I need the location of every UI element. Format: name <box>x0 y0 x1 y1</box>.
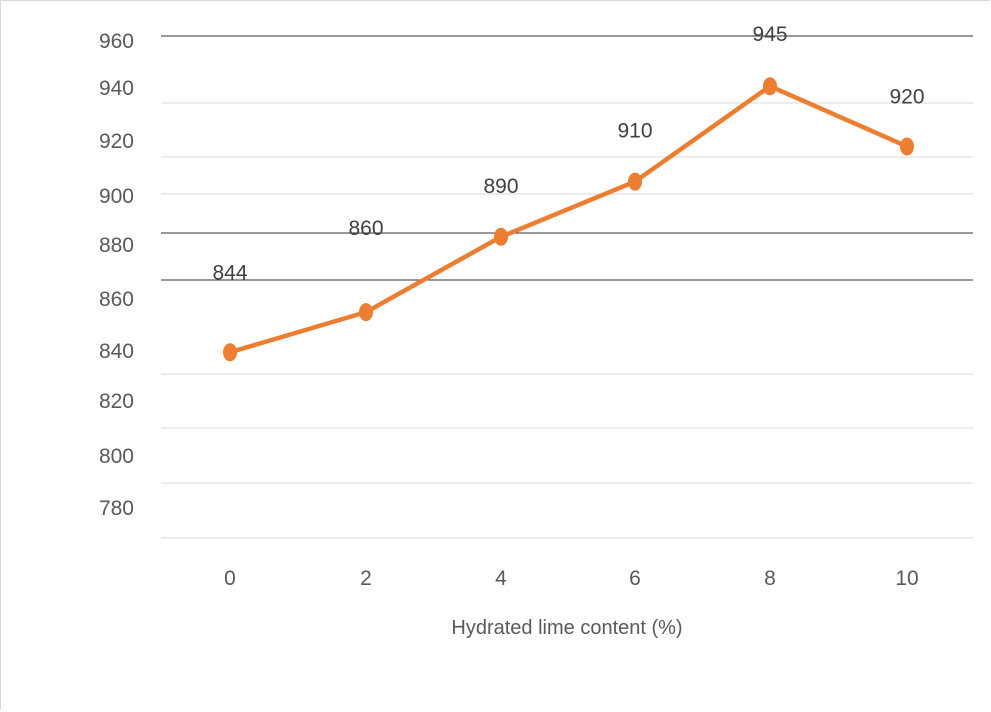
data-point-marker <box>900 137 914 156</box>
series-line-layer <box>227 83 910 355</box>
data-labels: 844 860 890 910 945 920 <box>212 23 924 284</box>
data-label: 920 <box>889 85 924 108</box>
y-tick-label: 920 <box>99 130 134 153</box>
data-point-marker <box>223 343 237 362</box>
x-axis-tick-labels: 0 2 4 6 8 10 <box>224 567 919 590</box>
data-label: 890 <box>483 175 518 198</box>
y-tick-label: 820 <box>99 390 134 413</box>
y-tick-label: 940 <box>99 77 134 100</box>
x-tick-label: 8 <box>764 567 776 590</box>
data-point-marker <box>763 77 777 96</box>
y-tick-label: 960 <box>99 30 134 53</box>
data-point-marker <box>359 303 373 322</box>
y-tick-label: 880 <box>99 234 134 257</box>
y-tick-label: 900 <box>99 185 134 208</box>
y-tick-label: 840 <box>99 340 134 363</box>
data-label: 910 <box>617 120 652 143</box>
data-point-marker <box>628 172 642 191</box>
x-tick-label: 0 <box>224 567 236 590</box>
x-tick-label: 6 <box>629 567 641 590</box>
data-label: 860 <box>348 217 383 240</box>
data-label: 844 <box>212 261 247 284</box>
y-tick-label: 860 <box>99 288 134 311</box>
y-tick-label: 800 <box>99 445 134 468</box>
data-label: 945 <box>752 23 787 46</box>
x-tick-label: 10 <box>895 567 918 590</box>
data-point-marker <box>494 227 508 246</box>
series-markers <box>223 77 914 362</box>
gridlines <box>161 35 973 539</box>
x-axis-title: Hydrated lime content (%) <box>451 617 682 639</box>
y-tick-label: 780 <box>99 497 134 520</box>
x-tick-label: 4 <box>495 567 507 590</box>
y-axis-tick-labels: 960 940 920 900 880 860 840 820 800 780 <box>99 30 134 520</box>
x-tick-label: 2 <box>360 567 372 590</box>
series-line <box>227 83 910 355</box>
